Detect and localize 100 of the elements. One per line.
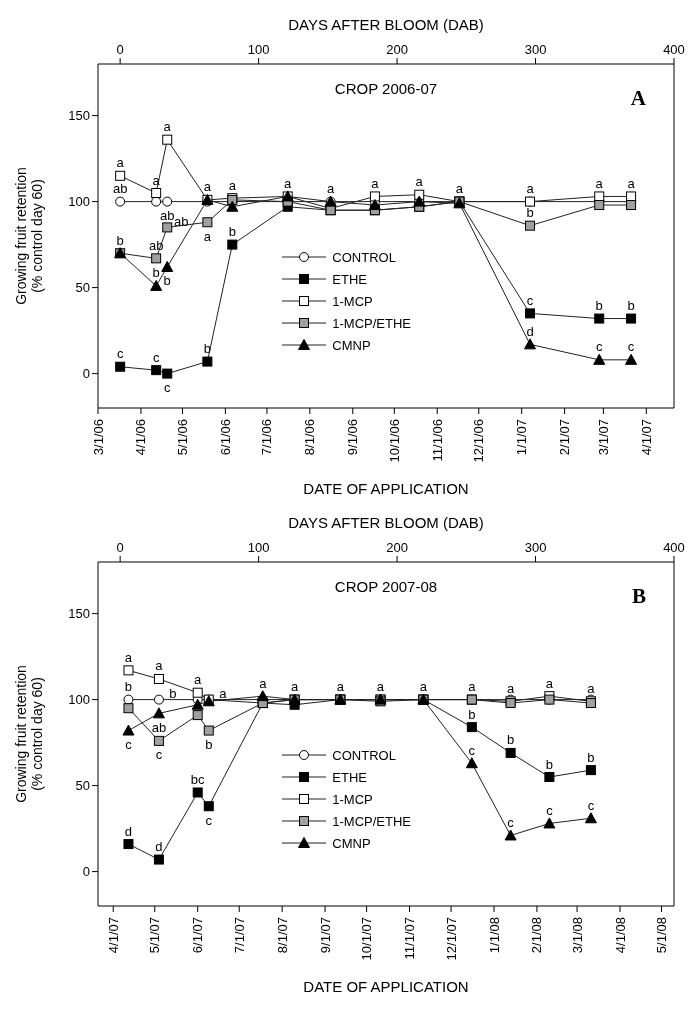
x-tick-label: 9/1/06 xyxy=(345,419,361,456)
x-tick-label: 9/1/07 xyxy=(317,917,333,954)
y-tick-label: 50 xyxy=(75,778,90,794)
x-tick-label: 1/1/08 xyxy=(486,917,502,954)
annotation: b xyxy=(507,732,515,748)
y-tick-label: 0 xyxy=(82,864,90,880)
annotation: ab xyxy=(148,237,164,253)
x-tick-label: 10/1/07 xyxy=(359,917,375,961)
x-tick-label: 4/1/08 xyxy=(612,917,628,954)
x-tick-label: 11/1/07 xyxy=(402,917,418,960)
annotation: b xyxy=(627,298,635,314)
text: CROP 2006-07 xyxy=(334,80,438,97)
x2-tick-label: 300 xyxy=(524,540,547,555)
x-tick-label: 3/1/06 xyxy=(90,419,106,456)
annotation: a xyxy=(152,172,161,188)
annotation: ab xyxy=(174,213,189,229)
annotation: a xyxy=(163,119,172,135)
x-tick-label: 7/1/07 xyxy=(231,917,247,954)
annotation: b xyxy=(116,232,124,248)
x2-tick-label: 0 xyxy=(116,42,124,57)
annotation: a xyxy=(587,680,596,696)
legend-label: 1-MCP/ETHE xyxy=(332,315,412,331)
x2-tick-label: 0 xyxy=(116,540,124,555)
x2-tick-label: 200 xyxy=(386,540,408,555)
x2-tick-label: 300 xyxy=(524,42,547,57)
x-tick-label: 7/1/06 xyxy=(259,419,275,456)
annotation: ab xyxy=(112,181,128,197)
legend-label: CONTROL xyxy=(332,747,396,763)
annotation: b xyxy=(228,224,236,240)
annotation: a xyxy=(455,181,464,197)
x-tick-label: 12/1/07 xyxy=(443,917,459,961)
annotation: c xyxy=(116,346,124,362)
annotation: b xyxy=(595,298,603,314)
annotation: a xyxy=(203,179,212,195)
annotation: a xyxy=(526,181,535,197)
x-tick-label: 11/1/06 xyxy=(429,419,445,462)
x2-axis-title: DAYS AFTER BLOOM (DAB) xyxy=(288,16,484,33)
annotation: a xyxy=(203,228,212,244)
annotation: a xyxy=(545,675,554,691)
y-tick-label: 50 xyxy=(75,280,90,296)
annotation: A xyxy=(630,86,646,111)
annotation: a xyxy=(124,649,133,665)
annotation: b xyxy=(545,756,553,772)
annotation: a xyxy=(627,175,636,191)
x-axis-title: DATE OF APPLICATION xyxy=(303,480,469,497)
legend-label: CONTROL xyxy=(332,249,396,265)
annotation: a xyxy=(468,679,477,695)
annotation: c xyxy=(595,339,603,355)
annotation: c xyxy=(627,339,635,355)
annotation: c xyxy=(163,380,171,396)
annotation: b xyxy=(526,205,534,221)
annotation: c xyxy=(546,802,554,818)
x-tick-label: 8/1/06 xyxy=(302,419,318,456)
x-tick-label: 5/1/07 xyxy=(147,917,163,954)
annotation: d xyxy=(124,823,133,839)
annotation: b xyxy=(205,737,213,753)
annotation: b xyxy=(169,686,177,702)
annotation: d xyxy=(526,323,534,339)
annotation: a xyxy=(336,679,345,695)
y-axis-title: Growing fruit retention (% control day 60) xyxy=(13,665,45,803)
annotation: a xyxy=(194,672,203,688)
annotation: a xyxy=(419,679,428,695)
annotation: b xyxy=(124,679,133,695)
x-tick-label: 5/1/06 xyxy=(175,419,191,456)
annotation: bc xyxy=(190,771,206,787)
x-tick-label: 6/1/06 xyxy=(217,419,233,456)
annotation: ab xyxy=(151,719,167,735)
x-tick-label: 10/1/06 xyxy=(386,419,402,463)
annotation: a xyxy=(284,175,293,191)
annotation: b xyxy=(203,341,211,357)
annotation: a xyxy=(371,175,380,191)
legend-label: ETHE xyxy=(332,271,367,287)
x-tick-label: 5/1/08 xyxy=(654,917,670,954)
annotation: b xyxy=(587,749,595,765)
y-tick-label: 150 xyxy=(68,606,90,622)
annotation: a xyxy=(219,686,228,702)
annotation: c xyxy=(526,292,534,308)
annotation: b xyxy=(163,273,171,289)
legend-label: CMNP xyxy=(332,835,371,851)
annotation: a xyxy=(155,658,164,674)
x-tick-label: 4/1/07 xyxy=(638,419,654,456)
x-tick-label: 2/1/08 xyxy=(529,917,545,954)
legend-label: 1-MCP xyxy=(332,293,373,309)
y-axis-title: Growing fruit retention (% control day 60) xyxy=(13,167,45,305)
annotation: a xyxy=(116,155,125,171)
annotation: c xyxy=(155,747,163,763)
annotation: c xyxy=(125,737,133,753)
y-tick-label: 100 xyxy=(68,692,90,708)
annotation: a xyxy=(415,174,424,190)
legend-label: ETHE xyxy=(332,769,367,785)
annotation: b xyxy=(152,265,160,281)
annotation: a xyxy=(228,177,237,193)
annotation: a xyxy=(291,679,299,695)
annotation: b xyxy=(468,706,476,722)
annotation: a xyxy=(327,181,335,197)
annotation: B xyxy=(631,584,646,609)
annotation: a xyxy=(507,680,515,696)
x2-tick-label: 400 xyxy=(663,540,685,555)
x-tick-label: 4/1/07 xyxy=(105,917,121,954)
annotation: a xyxy=(259,675,268,691)
